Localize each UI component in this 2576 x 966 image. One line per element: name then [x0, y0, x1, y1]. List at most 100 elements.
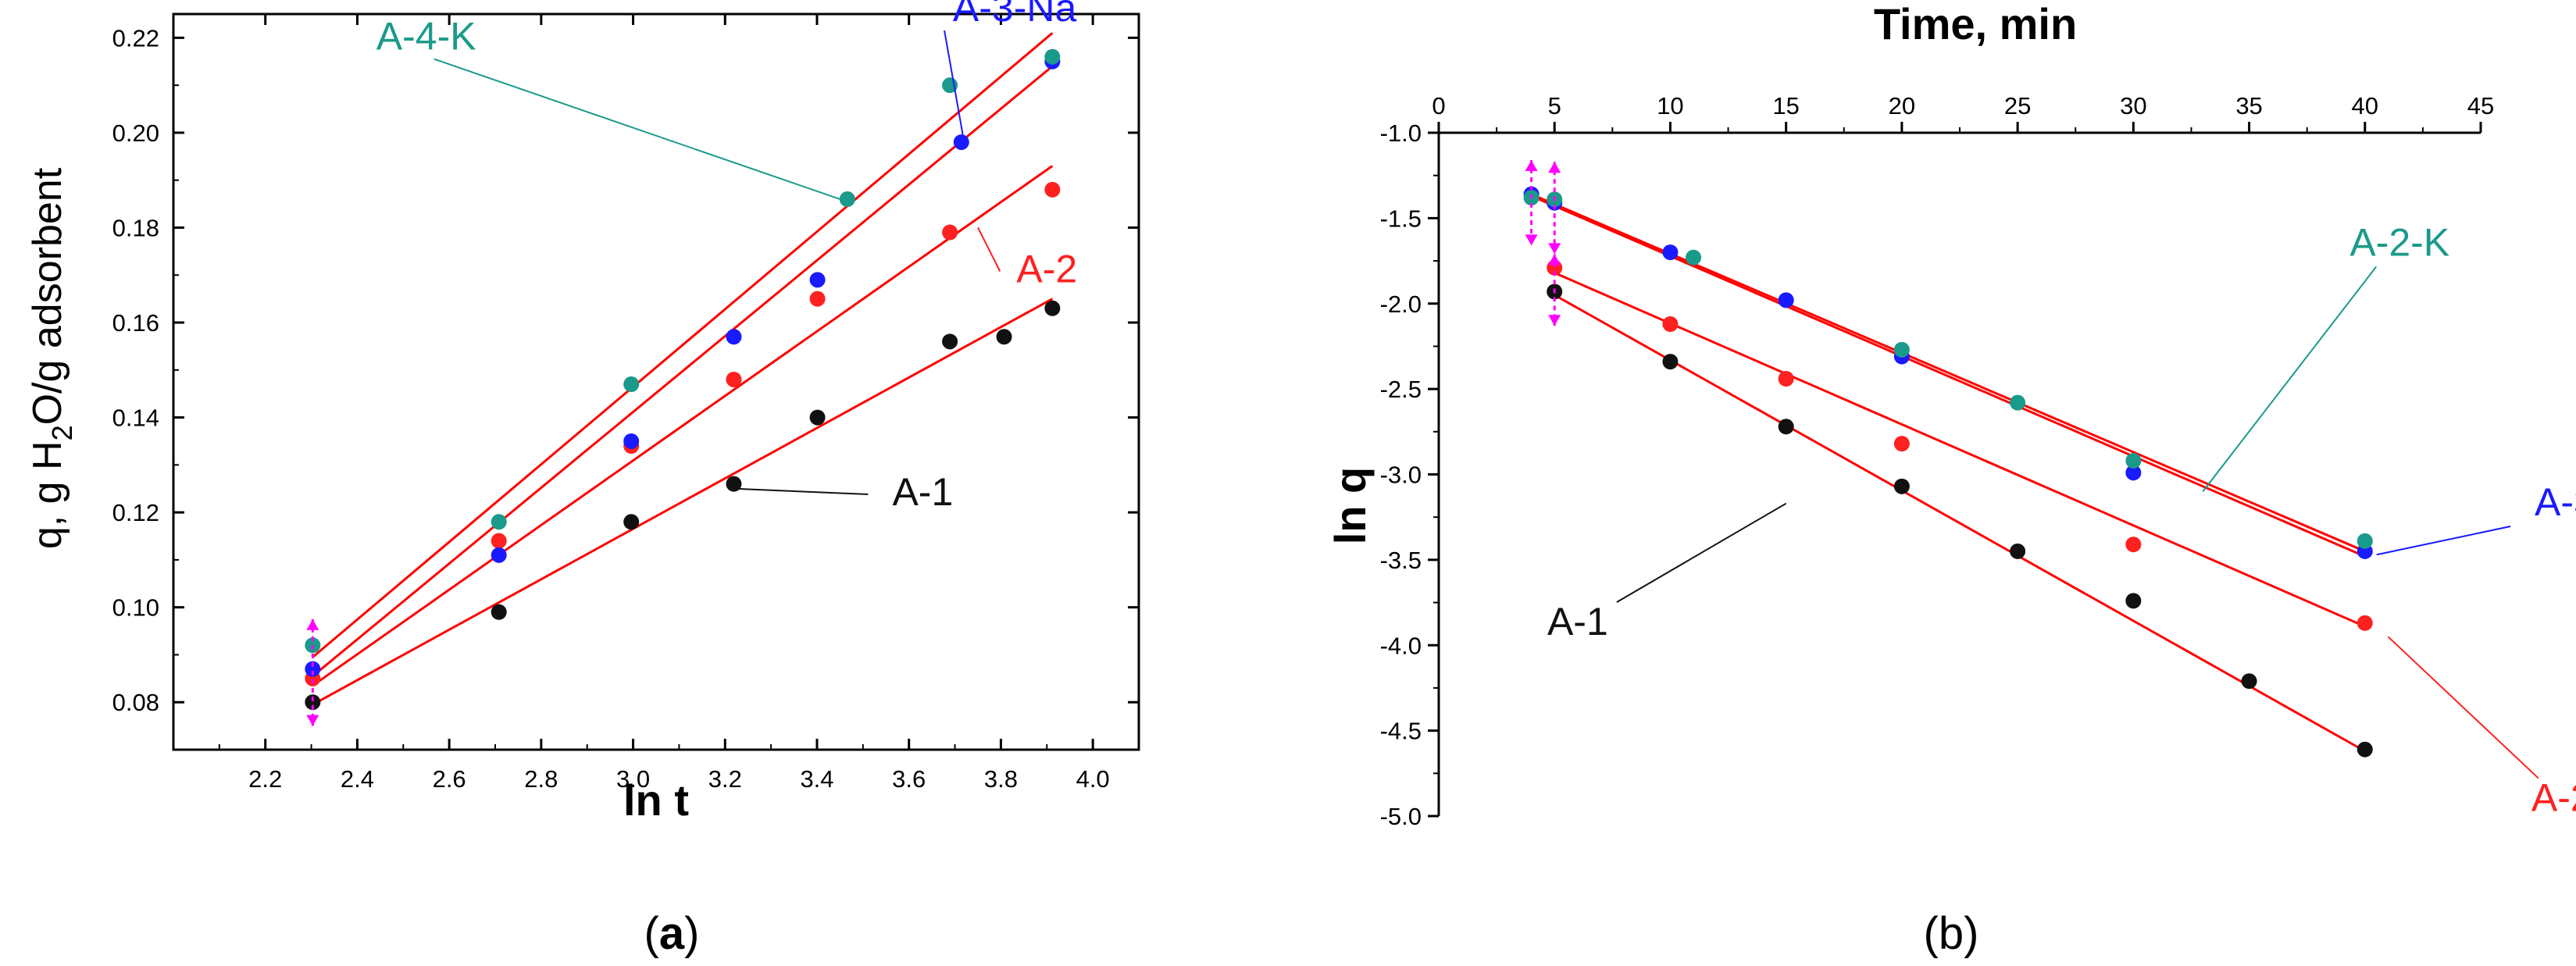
fit-line-A-1 — [1554, 294, 2366, 753]
y-tick-label: 0.22 — [112, 24, 159, 52]
caption-paren: ) — [684, 908, 699, 959]
data-point-A-1 — [1893, 478, 1910, 494]
data-point-A-1 — [2010, 543, 2026, 559]
x-axis-label: Time, min — [1874, 0, 2077, 48]
data-point-A-2-K — [1686, 249, 1702, 266]
series-label-A-3-Na: A-3-Na — [2535, 480, 2576, 524]
data-point-A-3-Na — [305, 661, 321, 677]
y-tick-label: -5.0 — [1380, 803, 1422, 830]
error-bar-arrow-down — [1548, 315, 1561, 326]
x-tick-label: 20 — [1889, 92, 1915, 119]
y-axis-label: ln q — [1325, 467, 1375, 545]
data-point-A-4-K — [623, 376, 640, 393]
error-bar-arrow-up — [306, 618, 319, 630]
plot-frame — [172, 12, 1140, 751]
y-label-part: O/g adsorbent — [25, 167, 70, 425]
leader-line-A-1 — [734, 487, 869, 496]
y-label-part: q, g H — [25, 440, 70, 549]
x-tick-label: 5 — [1548, 92, 1561, 119]
x-tick-label: 30 — [2120, 92, 2146, 119]
y-tick-label: 0.14 — [112, 405, 159, 432]
data-point-A-1 — [809, 409, 826, 426]
y-tick-label: -2.0 — [1380, 291, 1422, 318]
x-tick-label: 0 — [1432, 92, 1445, 119]
x-tick-label: 2.2 — [248, 765, 282, 793]
caption-paren: ) — [1964, 908, 1978, 959]
y-tick-label: -4.0 — [1380, 632, 1422, 659]
caption-paren: ( — [1924, 908, 1939, 959]
y-tick-label: -3.5 — [1380, 547, 1422, 574]
fit-line-A-4-K — [312, 32, 1054, 658]
error-bar — [1525, 160, 1538, 246]
error-bar-arrow-up — [1548, 254, 1561, 266]
x-tick-label: 3.8 — [984, 765, 1018, 793]
fit-line-A-2 — [312, 165, 1054, 687]
error-bar-arrow-up — [1525, 160, 1538, 171]
panel-b: 0 5 10 15 20 25 30 35 40 45 -1.0 -1.5 -2.0 -2.5 -3.0 -3… — [1325, 0, 2576, 959]
y-tick-label: 0.18 — [112, 214, 159, 241]
data-point-A-3-Na — [1778, 292, 1794, 308]
error-bar-arrow-down — [1548, 243, 1561, 255]
data-point-A-2 — [1778, 371, 1794, 387]
x-tick-label: 15 — [1772, 92, 1799, 119]
error-bar-arrow-down — [306, 715, 319, 726]
x-tick-label: 2.6 — [433, 765, 466, 793]
data-point-A-2 — [491, 533, 507, 549]
data-point-A-2 — [1893, 436, 1910, 452]
caption-letter: b — [1939, 908, 1964, 959]
data-point-A-2-K — [2010, 394, 2026, 411]
fit-line-A-3-Na — [312, 65, 1054, 677]
leader-line-A-3-Na — [944, 30, 965, 143]
data-point-A-2 — [942, 224, 958, 241]
data-point-A-2 — [2125, 536, 2142, 553]
error-bar — [1548, 254, 1561, 326]
x-tick-label: 40 — [2352, 92, 2378, 119]
data-point-A-1 — [2125, 593, 2142, 609]
data-point-A-1 — [942, 333, 958, 350]
series-label-A-1: A-1 — [892, 470, 953, 514]
data-point-A-4-K — [839, 191, 855, 208]
data-point-A-2-K — [2125, 453, 2142, 469]
data-point-A-2 — [809, 291, 826, 307]
error-bar-arrow-down — [1525, 234, 1538, 246]
leader-line-A-1 — [1616, 502, 1787, 603]
error-bar-arrow-up — [1548, 162, 1561, 173]
data-point-A-1 — [491, 604, 507, 620]
y-tick-label: 0.10 — [112, 594, 159, 622]
data-point-A-1 — [2241, 673, 2257, 690]
data-point-A-1 — [726, 476, 742, 492]
panel-a: 2.2 2.4 2.6 2.8 3.0 3.2 3.4 3.6 3.8 4.0 0.08 0.10 0.… — [25, 0, 1140, 959]
error-bar — [306, 618, 319, 726]
error-bar — [1548, 162, 1561, 255]
x-tick-label: 10 — [1657, 92, 1683, 119]
data-point-A-1 — [996, 329, 1012, 345]
data-point-A-2-K — [2357, 533, 2373, 549]
data-point-A-2 — [2357, 615, 2373, 631]
caption-b: (b) — [1924, 908, 1979, 959]
caption-letter: a — [659, 908, 685, 959]
data-point-A-2 — [726, 371, 742, 387]
leader-line-A-2-K — [2202, 266, 2378, 492]
data-point-A-3-Na — [726, 329, 742, 345]
fit-line-A-2 — [1554, 272, 2366, 628]
y-axis-label: q, g H2O/g adsorbent — [25, 167, 78, 549]
data-point-A-3-Na — [1662, 244, 1679, 261]
data-point-A-3-Na — [491, 547, 507, 563]
x-tick-label: 4.0 — [1076, 765, 1110, 793]
y-tick-label: -4.5 — [1380, 718, 1422, 745]
y-tick-label: -2.5 — [1380, 376, 1422, 403]
x-tick-label: 3.6 — [892, 765, 926, 793]
x-tick-label: 3.4 — [800, 765, 833, 793]
data-point-A-3-Na — [953, 134, 969, 151]
data-point-A-2 — [1662, 316, 1679, 332]
data-point-A-3-Na — [2125, 465, 2142, 481]
caption-a: (a) — [644, 908, 700, 959]
y-tick-label: -1.0 — [1380, 119, 1422, 147]
series-label-A-2: A-2 — [1016, 247, 1077, 291]
data-point-A-1 — [623, 514, 640, 530]
y-tick-label: 0.08 — [112, 689, 159, 716]
data-point-A-1 — [1044, 300, 1061, 316]
y-tick-label: 0.16 — [112, 309, 159, 337]
series-label-A-4-K: A-4-K — [376, 15, 476, 59]
